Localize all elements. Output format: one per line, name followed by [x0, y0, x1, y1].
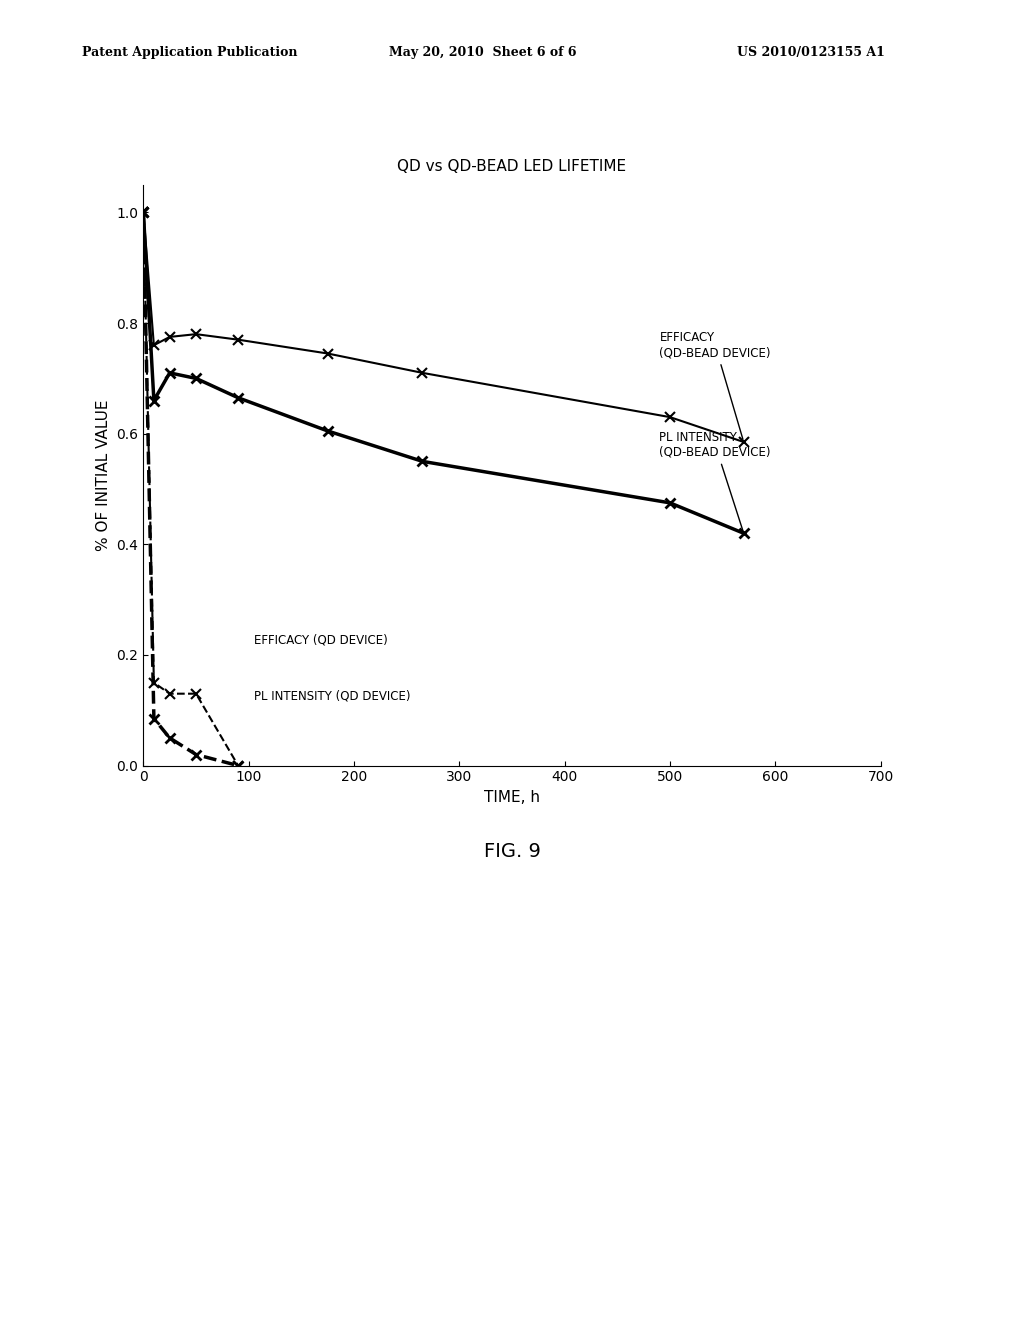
- Text: PL INTENSITY
(QD-BEAD DEVICE): PL INTENSITY (QD-BEAD DEVICE): [659, 430, 771, 531]
- Text: PL INTENSITY (QD DEVICE): PL INTENSITY (QD DEVICE): [254, 689, 411, 702]
- Text: Patent Application Publication: Patent Application Publication: [82, 46, 297, 59]
- Text: EFFICACY
(QD-BEAD DEVICE): EFFICACY (QD-BEAD DEVICE): [659, 331, 771, 440]
- Text: EFFICACY (QD DEVICE): EFFICACY (QD DEVICE): [254, 634, 388, 647]
- Text: May 20, 2010  Sheet 6 of 6: May 20, 2010 Sheet 6 of 6: [389, 46, 577, 59]
- Text: FIG. 9: FIG. 9: [483, 842, 541, 861]
- X-axis label: TIME, h: TIME, h: [484, 789, 540, 805]
- Text: US 2010/0123155 A1: US 2010/0123155 A1: [737, 46, 885, 59]
- Y-axis label: % OF INITIAL VALUE: % OF INITIAL VALUE: [96, 400, 111, 550]
- Title: QD vs QD-BEAD LED LIFETIME: QD vs QD-BEAD LED LIFETIME: [397, 158, 627, 174]
